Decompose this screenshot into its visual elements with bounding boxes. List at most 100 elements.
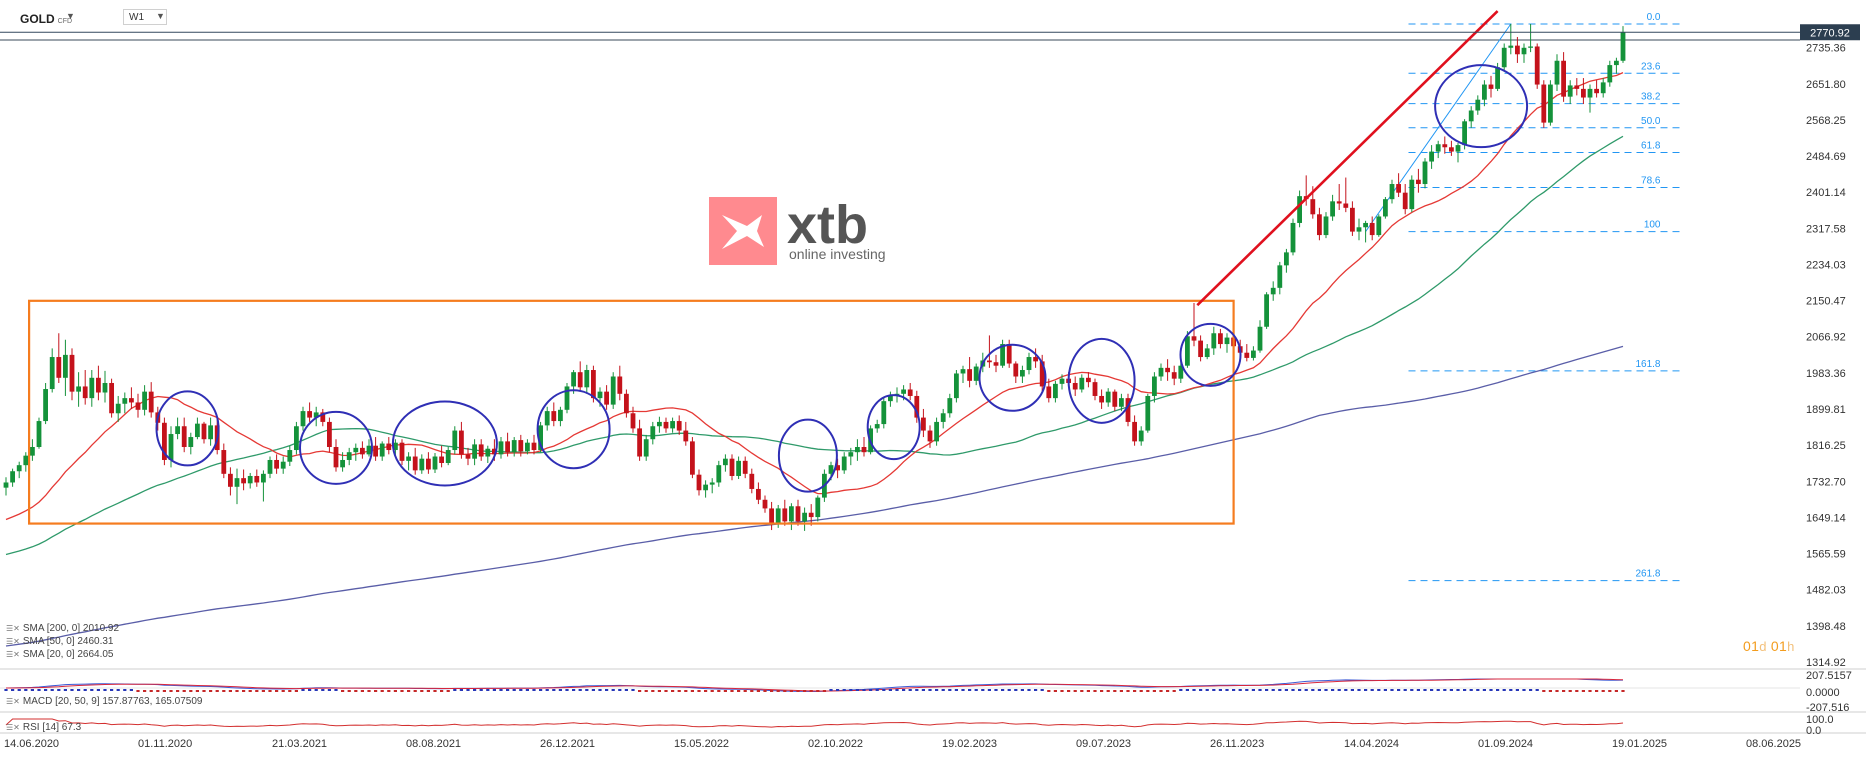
candle-body	[1541, 84, 1547, 123]
symbol-dropdown-chevron-icon[interactable]: ▼	[66, 11, 75, 21]
macd-histogram-bar	[849, 689, 853, 691]
macd-histogram-bar	[1377, 689, 1381, 691]
macd-histogram-bar	[1350, 689, 1354, 691]
candle-body	[1105, 391, 1111, 403]
highlight-circle	[1434, 64, 1529, 149]
candle	[617, 365, 623, 401]
y-tick-label: 2066.92	[1806, 332, 1846, 344]
macd-histogram-bar	[750, 690, 754, 692]
candle-body	[1495, 67, 1500, 89]
candle-body	[1363, 222, 1368, 228]
macd-histogram-bar	[255, 690, 259, 692]
settings-icon[interactable]: ☰✕	[6, 650, 20, 659]
candle-body	[168, 434, 174, 460]
candle-body	[346, 452, 352, 460]
symbol-selector[interactable]: GOLD CFD	[20, 12, 72, 26]
candle	[1284, 248, 1289, 273]
macd-histogram-bar	[77, 689, 81, 691]
candle	[247, 472, 253, 489]
macd-histogram-bar	[1073, 690, 1077, 692]
candle	[650, 421, 656, 445]
macd-signal-line	[6, 678, 1624, 692]
macd-histogram-bar	[921, 689, 925, 691]
macd-histogram-bar	[354, 690, 358, 692]
candle-body	[643, 439, 649, 457]
macd-histogram-bar	[228, 690, 232, 692]
macd-histogram-bar	[387, 690, 391, 692]
candle	[261, 470, 266, 502]
candle-body	[1620, 32, 1626, 61]
settings-icon[interactable]: ☰✕	[6, 624, 20, 633]
candle	[1072, 376, 1078, 396]
candle-body	[775, 508, 781, 524]
candle-body	[1079, 377, 1085, 390]
candle	[333, 439, 339, 472]
macd-histogram-bar	[690, 690, 694, 692]
drawings[interactable]	[28, 10, 1529, 525]
candle-body	[1567, 85, 1573, 97]
sma200-legend-text: SMA [200, 0] 2010.92	[22, 623, 120, 634]
settings-icon[interactable]: ☰✕	[6, 637, 20, 646]
sma-20-line	[5, 72, 1624, 521]
macd-histogram-bar	[268, 690, 272, 692]
macd-histogram-bar	[1311, 689, 1315, 691]
candle-body	[993, 362, 999, 366]
candle	[1587, 84, 1593, 113]
candle-body	[1165, 367, 1170, 373]
candle	[940, 408, 946, 429]
macd-histogram-bar	[413, 690, 417, 692]
candle	[960, 365, 966, 383]
candle-body	[208, 425, 213, 440]
highlight-circle	[299, 410, 373, 485]
rsi-legend[interactable]: ☰✕ RSI [14] 67.3	[6, 722, 81, 733]
macd-histogram-bar	[928, 689, 932, 691]
macd-histogram-bar	[704, 690, 708, 692]
candle-body	[1086, 377, 1091, 383]
candle-body	[630, 413, 636, 429]
candle-body	[1554, 60, 1560, 85]
candle	[1191, 302, 1197, 347]
macd-histogram-bar	[1509, 689, 1513, 691]
last-price-value: 2770.92	[1810, 27, 1850, 39]
macd-histogram-bar	[1166, 690, 1170, 692]
macd-histogram-bar	[360, 690, 364, 692]
macd-histogram-bar	[981, 689, 985, 691]
timeframe-chevron-icon[interactable]: ▼	[156, 11, 165, 21]
macd-histogram-bar	[176, 690, 180, 692]
macd-histogram-bar	[816, 690, 820, 692]
candle	[1508, 24, 1514, 55]
candle-body	[1099, 395, 1104, 403]
candle	[1429, 145, 1434, 169]
macd-histogram-bar	[677, 690, 681, 692]
macd-histogram-bar	[440, 690, 444, 692]
timeframe-selector[interactable]: W1	[123, 9, 167, 25]
macd-legend[interactable]: ☰✕ MACD [20, 50, 9] 157.87763, 165.07509	[6, 696, 202, 707]
candle	[109, 378, 114, 418]
candle-body	[1442, 144, 1448, 148]
candle	[208, 417, 213, 446]
macd-histogram-bar	[156, 690, 160, 692]
candle	[452, 426, 458, 455]
settings-icon[interactable]: ☰✕	[6, 697, 20, 706]
candle	[696, 469, 702, 496]
fibonacci-retracement[interactable]: 0.0 23.6 38.2 50.0 61.8 78.6 100 161.8 261.8	[1365, 12, 1683, 582]
settings-icon[interactable]: ☰✕	[6, 723, 20, 732]
macd-histogram-bar	[281, 690, 285, 692]
candle	[637, 419, 642, 461]
candle-body	[340, 459, 345, 468]
macd-histogram-bar	[902, 689, 906, 691]
fib-level-label: 0.0	[1647, 12, 1661, 23]
candle-body	[1119, 398, 1124, 407]
sma200-legend[interactable]: ☰✕ SMA [200, 0] 2010.92	[6, 623, 119, 634]
candle-body	[1508, 45, 1514, 48]
candle-body	[1290, 222, 1296, 253]
candle	[1053, 380, 1058, 403]
sma50-legend[interactable]: ☰✕ SMA [50, 0] 2460.31	[6, 636, 114, 647]
macd-histogram-bar	[710, 690, 714, 692]
macd-histogram-bar	[1199, 689, 1203, 691]
macd-histogram-bar	[1040, 689, 1044, 691]
sma20-legend[interactable]: ☰✕ SMA [20, 0] 2664.05	[6, 649, 114, 660]
candle	[1435, 140, 1441, 159]
candle	[1376, 214, 1382, 237]
